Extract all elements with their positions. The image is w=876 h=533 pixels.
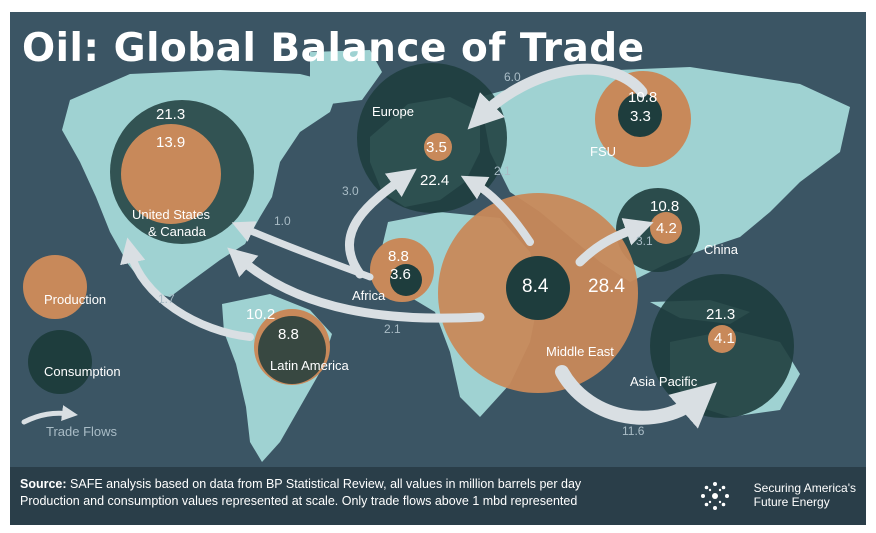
middle-east-consumption-value: 8.4 [522,276,549,297]
legend-production-label: Production [44,292,107,307]
middle-east-production-value: 28.4 [588,276,625,297]
flow-arrow-fsu-europe [467,63,648,130]
production-bubble-asia-pacific [708,325,736,353]
china-consumption-value: 10.8 [650,198,680,215]
source-label: Source: [20,477,67,491]
production-bubble-us-canada [121,124,221,224]
us-canada-label-line1: United States [132,207,211,222]
flow-value-middle-east-europe: 2.1 [494,164,511,178]
flow-value-middle-east-china: 3.1 [636,234,653,248]
source-line: Source: SAFE analysis based on data from… [20,477,581,491]
europe-label: Europe [372,104,414,119]
africa-production-value: 8.8 [388,248,409,265]
safe-logo-text: Securing America's Future Energy [754,481,856,509]
flow-value-middle-east-asia-pacific: 11.6 [622,424,645,438]
logo-line-1: Securing America's [753,481,856,495]
map-frame: Oil: Global Balance of Trade 21.3 13.9 U… [10,12,866,525]
us-canada-consumption-value: 21.3 [156,106,186,123]
source-text: SAFE analysis based on data from BP Stat… [66,477,582,491]
flow-arrow-africa-us [231,221,374,281]
asia-pacific-consumption-value: 21.3 [706,306,736,323]
consumption-bubble-africa [390,264,422,296]
latin-america-production-value: 10.2 [246,306,276,323]
latin-america-consumption-value: 8.8 [278,326,299,343]
africa-label: Africa [352,288,386,303]
us-canada-production-value: 13.9 [156,134,186,151]
footer-bar: Source: SAFE analysis based on data from… [10,467,866,525]
europe-consumption-value: 22.4 [420,172,450,189]
legend-swatches [23,255,92,394]
flow-arrow-africa-europe [345,168,417,279]
fsu-production-value: 10.8 [628,89,658,106]
region-bubbles [110,63,794,418]
china-production-value: 4.2 [656,220,677,237]
us-canada-label-line2: & Canada [148,224,206,239]
asia-pacific-label: Asia Pacific [630,374,698,389]
logo-line-2: Future Energy [753,495,830,509]
legend-trade-flow-arrow [21,405,78,425]
legend-production-swatch [23,255,87,319]
consumption-bubble-fsu [618,93,662,137]
production-bubble-europe [424,133,452,161]
flow-arrow-middle-east-us [227,247,485,323]
flow-arrow-latin-america-us [120,237,254,341]
legend-trade-flows-label: Trade Flows [46,424,118,439]
greenland-landmass [310,50,382,104]
safe-logo-icon [701,482,729,510]
africa-consumption-value: 3.6 [390,266,411,283]
consumption-bubble-middle-east [506,256,570,320]
europe-production-value: 3.5 [426,139,447,156]
consumption-bubble-latin-america [258,316,326,384]
flow-value-africa-us: 1.0 [274,214,291,228]
flow-arrow-middle-east-asia-pacific [555,365,717,429]
flow-arrow-middle-east-china [575,218,654,267]
flow-value-fsu-europe: 6.0 [504,70,521,84]
flow-value-latin-america-us: 1.7 [158,292,175,306]
production-bubble-china [650,212,682,244]
scale-note: Production and consumption values repres… [20,494,578,508]
latin-america-label: Latin America [270,358,349,373]
world-map [21,50,850,462]
page-title: Oil: Global Balance of Trade [22,26,645,71]
middle-east-label: Middle East [546,344,614,359]
trade-flow-arrows [21,63,717,429]
legend-consumption-swatch [28,330,92,394]
flow-value-middle-east-us: 2.1 [384,322,401,336]
fsu-consumption-value: 3.3 [630,108,651,125]
asia-pacific-production-value: 4.1 [714,330,735,347]
legend-consumption-label: Consumption [44,364,121,379]
fsu-label: FSU [590,144,616,159]
flow-arrow-middle-east-europe [460,175,534,246]
china-label: China [704,242,738,257]
flow-value-africa-europe: 3.0 [342,184,359,198]
